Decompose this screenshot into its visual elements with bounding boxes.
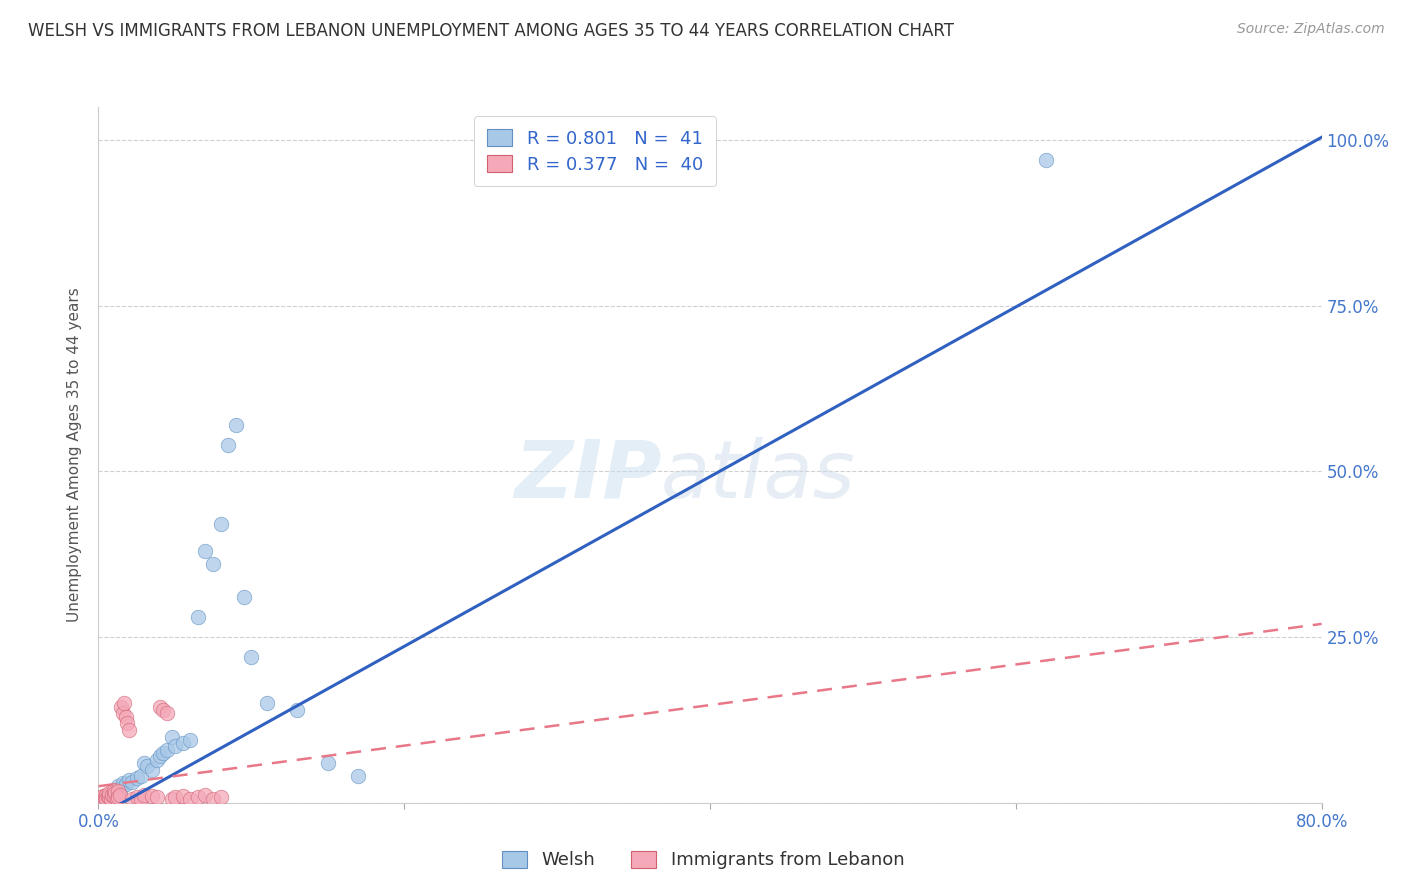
Point [108, 788, 131, 802]
Point [202, 558, 225, 572]
Point [118, 772, 141, 787]
Point [136, 759, 159, 773]
Point [101, 788, 124, 802]
Point [100, 792, 122, 806]
Point [194, 544, 217, 558]
Point [187, 610, 209, 624]
Point [156, 706, 179, 721]
Point [676, 129, 699, 144]
Text: atlas: atlas [661, 437, 856, 515]
Point [115, 777, 138, 791]
Point [141, 789, 163, 804]
Point [285, 703, 308, 717]
Text: Source: ZipAtlas.com: Source: ZipAtlas.com [1237, 22, 1385, 37]
Point [179, 732, 201, 747]
Point [172, 789, 194, 804]
Point [105, 784, 128, 798]
Point [98, 790, 121, 805]
Point [347, 769, 370, 783]
Legend: R = 0.801   N =  41, R = 0.377   N =  40: R = 0.801 N = 41, R = 0.377 N = 40 [474, 116, 716, 186]
Point [160, 730, 183, 744]
Point [98, 786, 121, 800]
Point [156, 743, 179, 757]
Point [129, 769, 152, 783]
Point [103, 789, 125, 804]
Point [232, 591, 254, 605]
Point [194, 788, 217, 802]
Point [172, 736, 194, 750]
Point [141, 763, 163, 777]
Point [104, 786, 127, 800]
Point [125, 771, 148, 785]
Point [94, 788, 117, 802]
Point [117, 716, 139, 731]
Point [163, 790, 186, 805]
Point [217, 438, 239, 452]
Point [110, 781, 132, 796]
Point [97, 789, 120, 804]
Point [105, 792, 128, 806]
Point [121, 792, 143, 806]
Point [1035, 153, 1057, 167]
Point [316, 756, 339, 770]
Point [145, 790, 167, 805]
Point [107, 779, 129, 793]
Point [100, 788, 122, 802]
Point [94, 792, 117, 806]
Point [202, 792, 225, 806]
Point [149, 699, 172, 714]
Point [112, 697, 135, 711]
Point [240, 650, 263, 665]
Point [125, 790, 148, 805]
Point [111, 776, 134, 790]
Point [94, 789, 117, 804]
Point [134, 756, 156, 770]
Point [110, 699, 132, 714]
Point [152, 703, 174, 717]
Point [149, 749, 172, 764]
Point [115, 709, 138, 723]
Point [692, 136, 714, 151]
Point [225, 418, 247, 433]
Point [91, 792, 114, 806]
Point [97, 790, 120, 805]
Point [107, 790, 129, 805]
Point [103, 786, 125, 800]
Point [91, 789, 114, 804]
Y-axis label: Unemployment Among Ages 35 to 44 years: Unemployment Among Ages 35 to 44 years [67, 287, 83, 623]
Point [134, 788, 156, 802]
Point [111, 706, 134, 721]
Point [121, 774, 143, 789]
Point [129, 792, 152, 806]
Point [93, 790, 115, 805]
Point [103, 782, 125, 797]
Point [145, 753, 167, 767]
Point [256, 697, 278, 711]
Text: ZIP: ZIP [513, 437, 661, 515]
Point [90, 790, 112, 805]
Point [160, 792, 183, 806]
Point [179, 792, 201, 806]
Text: WELSH VS IMMIGRANTS FROM LEBANON UNEMPLOYMENT AMONG AGES 35 TO 44 YEARS CORRELAT: WELSH VS IMMIGRANTS FROM LEBANON UNEMPLO… [28, 22, 955, 40]
Point [209, 517, 232, 532]
Legend: Welsh, Immigrants from Lebanon: Welsh, Immigrants from Lebanon [492, 842, 914, 879]
Point [118, 723, 141, 737]
Point [209, 790, 232, 805]
Point [104, 782, 127, 797]
Point [107, 784, 129, 798]
Point [187, 790, 209, 805]
Point [163, 739, 186, 754]
Point [152, 746, 174, 760]
